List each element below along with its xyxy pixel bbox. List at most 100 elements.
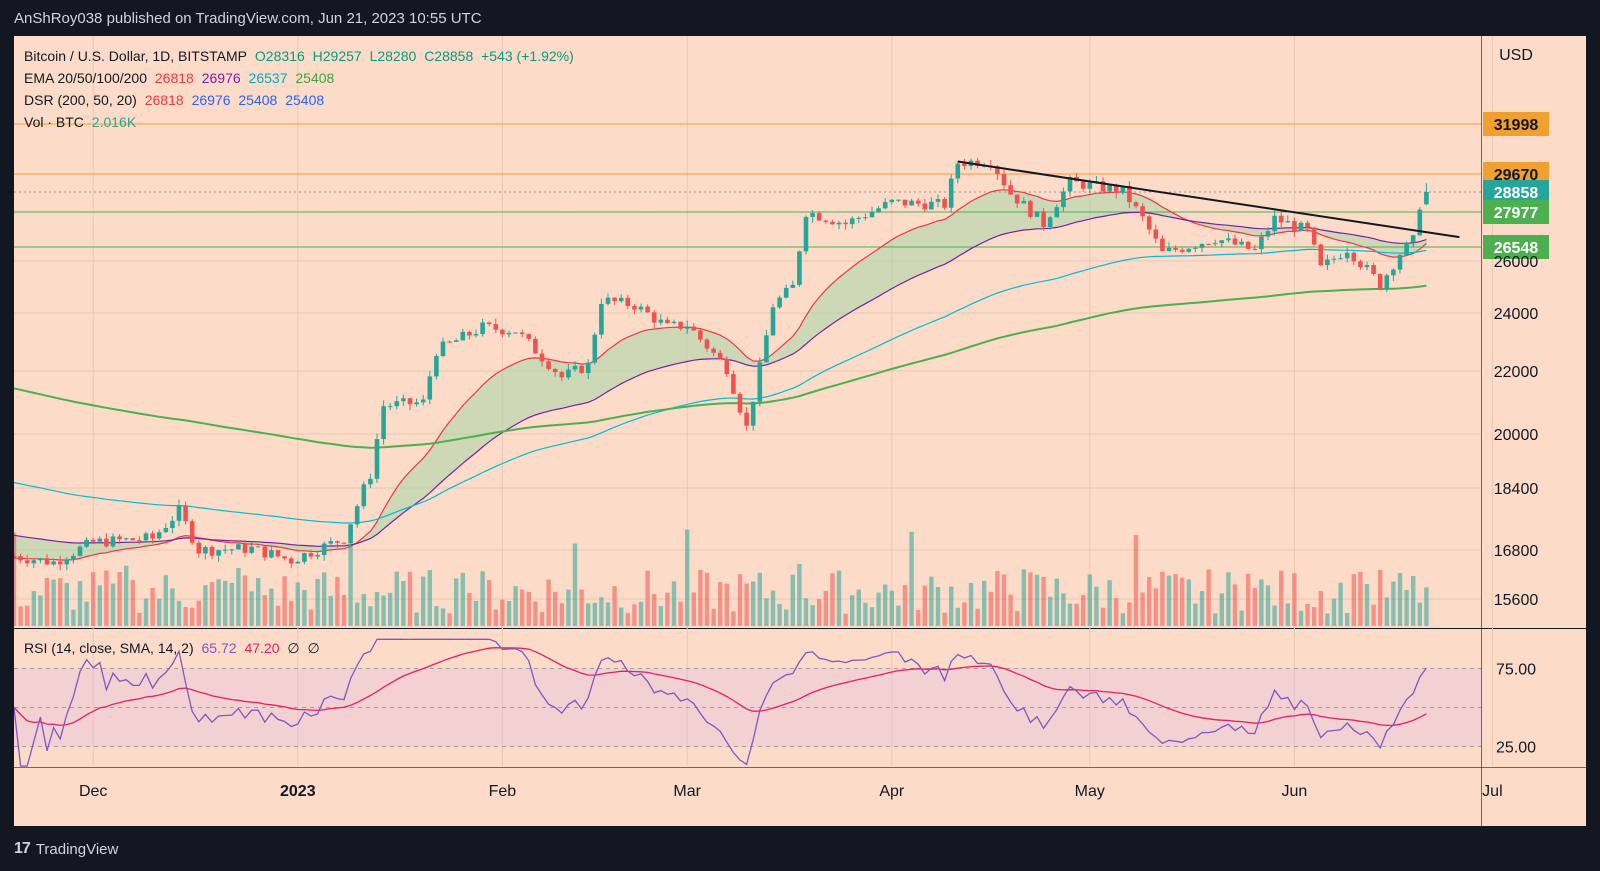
candle-body <box>836 222 842 225</box>
candle-body <box>1265 231 1271 237</box>
candle-body <box>189 521 195 543</box>
candle-body <box>750 401 756 426</box>
volume-bar <box>236 567 241 626</box>
volume-bar <box>137 612 142 626</box>
volume-bar <box>711 608 716 626</box>
candle-body <box>546 361 551 370</box>
dsr-value-3: 25408 <box>238 92 278 108</box>
volume-bar <box>1239 610 1244 626</box>
candle-body <box>176 505 182 521</box>
volume-bar <box>401 580 406 626</box>
volume-bar <box>1312 607 1317 626</box>
volume-bar <box>1285 603 1290 626</box>
candle-body <box>1100 181 1106 192</box>
candle-body <box>1417 209 1423 236</box>
candle-body <box>731 374 736 394</box>
candle-body <box>163 528 169 533</box>
volume-bar <box>559 603 564 626</box>
candle-body <box>1153 229 1159 239</box>
candle-body <box>856 217 862 219</box>
candle-body <box>1305 222 1310 228</box>
volume-bar <box>883 584 888 626</box>
volume-bar <box>1054 578 1059 626</box>
chart-frame[interactable]: Dec 2023 Feb Mar Apr May Jun Jul 31998 29670 28858… <box>14 36 1586 826</box>
volume-bar <box>830 573 835 626</box>
volume-bar <box>1265 585 1271 626</box>
tradingview-logo-icon: 17 <box>14 840 31 857</box>
volume-bar <box>850 595 855 626</box>
brand-label: TradingView <box>35 840 119 858</box>
volume-bar <box>632 604 637 626</box>
candle-body <box>1120 185 1126 193</box>
candle-body <box>724 358 730 375</box>
candle-body <box>1186 248 1192 252</box>
price-axis-badge <box>1483 235 1549 259</box>
volume-bar <box>31 591 36 626</box>
candle-body <box>97 538 103 542</box>
volume-bar <box>361 593 366 626</box>
candle-body <box>1014 194 1020 204</box>
high-value: H29257 <box>312 48 362 64</box>
volume-bar <box>652 594 657 626</box>
candle-body <box>632 306 637 310</box>
candle-body <box>1331 258 1337 260</box>
candle-body <box>394 401 400 407</box>
volume-bar <box>553 591 558 626</box>
volume-bar <box>803 598 809 626</box>
time-tick-label: Dec <box>79 783 107 800</box>
price-tick-label: 18400 <box>1494 481 1539 498</box>
rsi-band <box>14 668 1481 747</box>
volume-bar <box>1417 602 1422 626</box>
candle-body <box>90 539 96 542</box>
candle-body <box>1173 247 1178 250</box>
candle-body <box>566 369 571 378</box>
volume-bar <box>1206 569 1211 626</box>
volume-bar <box>579 589 584 626</box>
candle-body <box>1080 181 1086 189</box>
candle-body <box>302 553 307 562</box>
volume-bar <box>1358 571 1363 626</box>
volume-bar <box>539 611 545 626</box>
candle-body <box>1001 174 1007 186</box>
volume-bar <box>929 576 934 626</box>
dsr-value-1: 26818 <box>144 92 184 108</box>
volume-bar <box>770 590 776 626</box>
volume-bar <box>1404 589 1409 626</box>
volume-bar <box>638 601 644 626</box>
candle-body <box>770 307 776 336</box>
candle-body <box>493 324 499 330</box>
volume-bar <box>566 589 571 626</box>
candle-body <box>203 547 208 554</box>
volume-bar <box>737 574 743 626</box>
candle-body <box>585 362 591 374</box>
volume-bar <box>170 588 175 626</box>
candle-body <box>684 326 690 329</box>
volume-bar <box>64 582 69 626</box>
volume-bar <box>1147 577 1152 626</box>
volume-bars <box>14 529 1429 626</box>
candle-body <box>156 532 162 539</box>
volume-bar <box>592 602 597 626</box>
candle-body <box>434 356 439 377</box>
volume-bar <box>520 589 525 626</box>
volume-bar <box>1008 594 1013 626</box>
price-badge-label: 29670 <box>1494 167 1539 184</box>
volume-bar <box>1087 574 1092 626</box>
candle-body <box>717 352 723 359</box>
candle-body <box>275 550 281 557</box>
candle-body <box>249 546 254 553</box>
rsi-pane <box>14 638 1481 767</box>
volume-bar <box>605 602 611 626</box>
rsi-value: 65.72 <box>201 640 237 656</box>
volume-bar <box>124 565 129 626</box>
time-tick-label: Jun <box>1282 783 1308 800</box>
candle-body <box>282 556 287 559</box>
candle-body <box>526 334 532 339</box>
candle-body <box>658 319 664 323</box>
candle-body <box>830 221 835 225</box>
price-chart[interactable]: Dec 2023 Feb Mar Apr May Jun Jul 31998 2967028858… <box>14 36 1586 826</box>
candle-body <box>935 198 941 202</box>
candle-body <box>216 550 221 556</box>
volume-bar <box>322 572 327 626</box>
volume-bar <box>223 580 228 626</box>
